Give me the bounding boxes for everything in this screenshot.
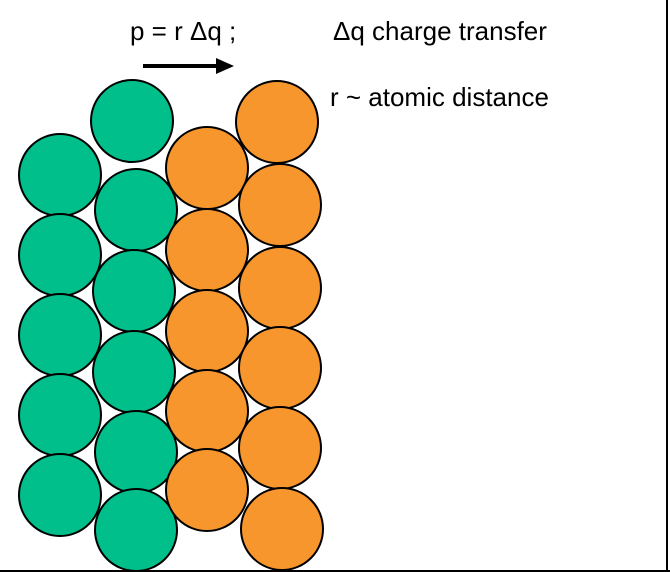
atom [91,80,173,162]
atom [166,127,248,209]
atom [236,81,318,163]
definition: Δq charge transfer [333,16,547,46]
atom [19,454,101,536]
atom [166,209,248,291]
atom [166,449,248,531]
equation: p = r Δq ; [130,16,236,46]
diagram: p = r Δq ; Δq charge transfer r ~ atomic… [0,0,670,572]
atom [239,164,321,246]
atom [19,294,101,376]
atom [93,250,175,332]
atom [239,327,321,409]
definition: r ~ atomic distance [330,82,549,112]
atom [239,407,321,489]
atom [95,489,177,571]
atom [241,488,323,570]
atom [239,247,321,329]
atom [19,214,101,296]
atom [19,134,101,216]
atom [95,169,177,251]
atom [19,374,101,456]
atom [93,331,175,413]
atom [166,370,248,452]
atom [95,411,177,493]
atom [166,290,248,372]
